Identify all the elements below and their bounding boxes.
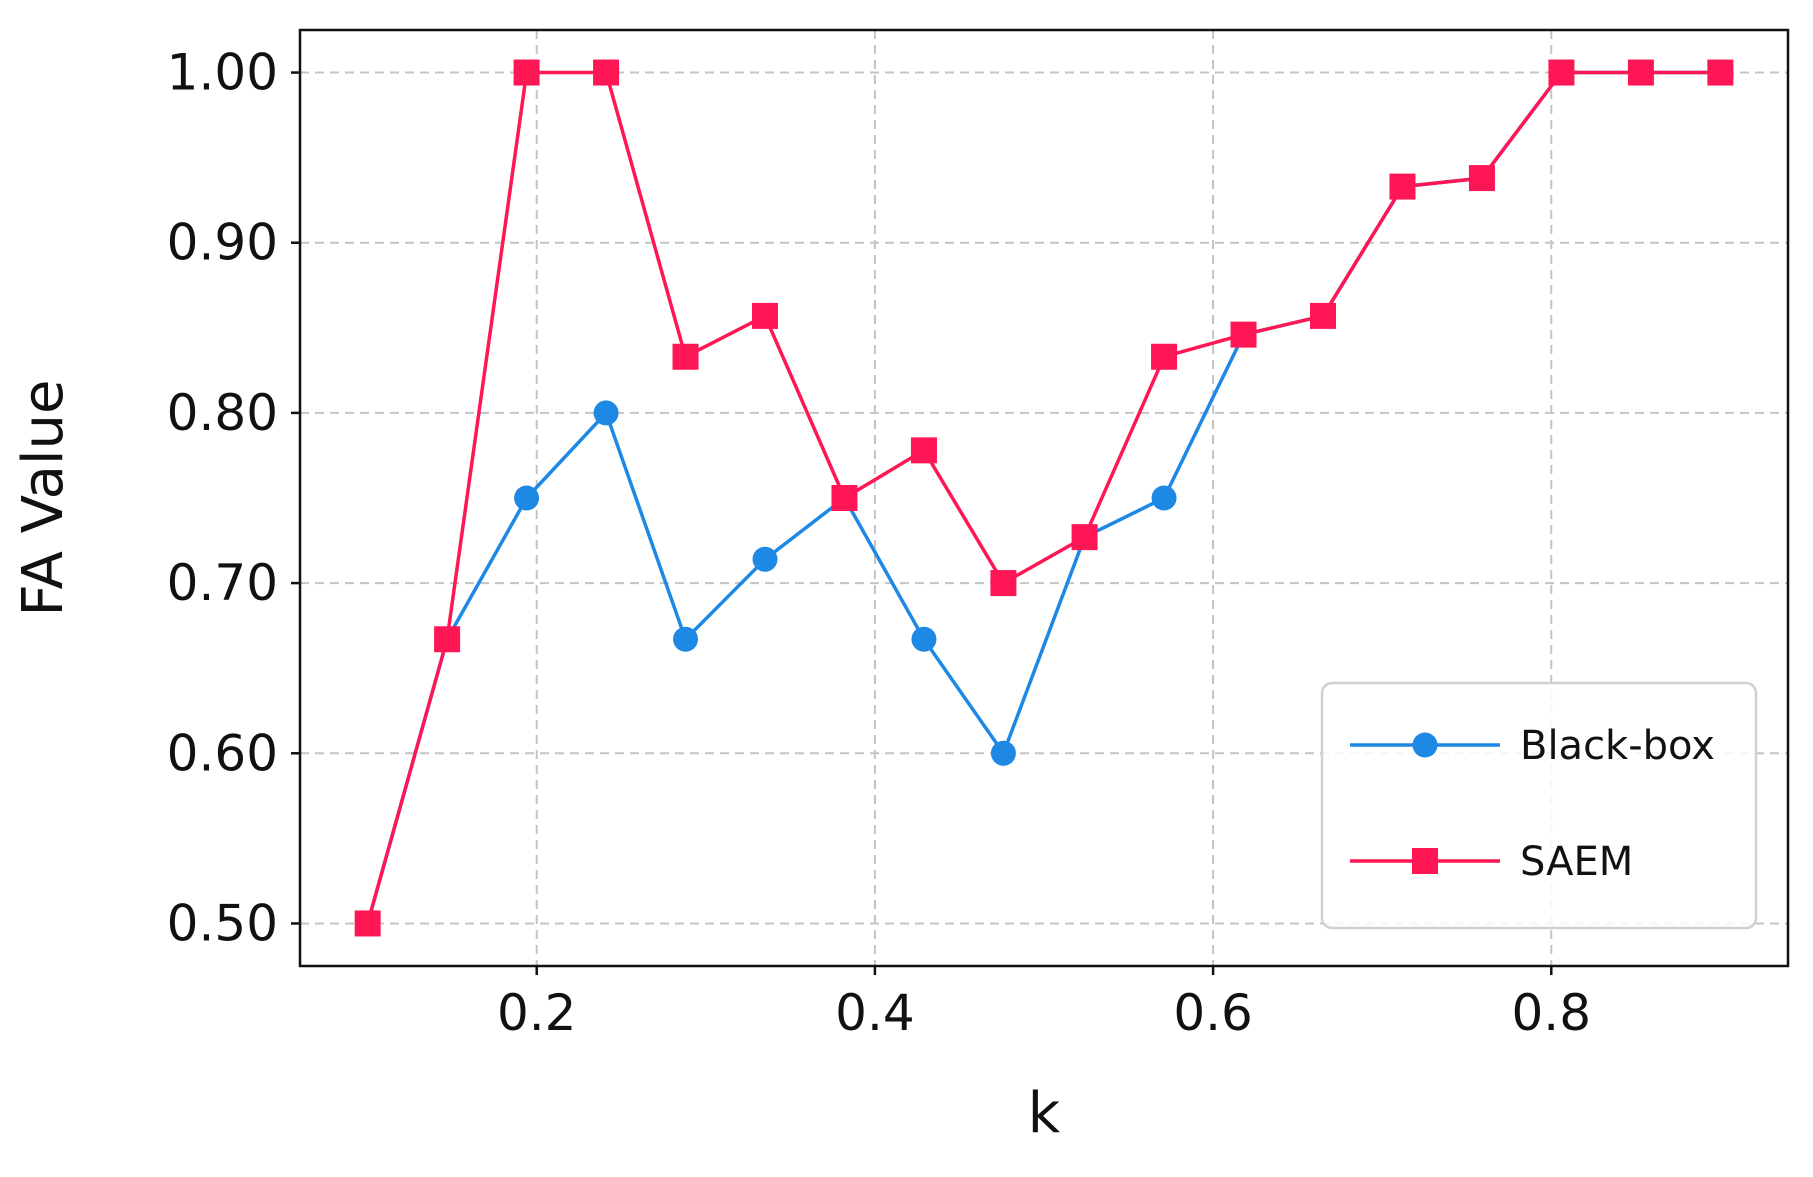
legend-box <box>1320 681 1758 930</box>
y-axis-title: FA Value <box>11 380 76 617</box>
legend-label: Black-box <box>1520 723 1715 769</box>
data-point-square <box>1548 59 1575 86</box>
plot-frame <box>298 28 1790 968</box>
data-point-square <box>354 910 381 937</box>
data-point-square <box>1389 173 1416 200</box>
series-line <box>365 70 1721 924</box>
y-tick-label: 0.50 <box>167 894 278 952</box>
legend-item: SAEM <box>1350 839 1633 885</box>
data-point-square <box>831 485 858 511</box>
x-tick-label: 0.2 <box>497 984 577 1042</box>
data-point-square <box>672 343 699 370</box>
data-point-square <box>1230 321 1257 348</box>
y-tick-label: 0.60 <box>167 724 278 782</box>
data-point-square <box>1151 343 1178 370</box>
data-point-square <box>752 302 778 329</box>
x-tick-label: 0.8 <box>1512 984 1592 1042</box>
data-point-square <box>990 570 1017 597</box>
data-point-square <box>593 59 620 86</box>
legend-marker-square <box>1412 848 1438 874</box>
legend-label: SAEM <box>1520 839 1633 885</box>
data-point-circle <box>911 626 937 652</box>
grid <box>300 30 1788 966</box>
data-point-square <box>1468 165 1495 192</box>
data-point-circle <box>673 626 699 652</box>
legend-marker-circle <box>1412 732 1438 758</box>
data-point-square <box>1310 302 1336 329</box>
x-axis-title: k <box>1028 1081 1061 1146</box>
data-point-square <box>910 437 937 464</box>
data-point-circle <box>1151 485 1177 511</box>
data-point-circle <box>990 740 1016 766</box>
data-point-square <box>513 59 540 86</box>
y-tick-label: 0.80 <box>167 384 278 442</box>
y-tick-label: 0.90 <box>167 214 278 272</box>
data-point-circle <box>593 400 619 426</box>
data-point-circle <box>514 485 540 511</box>
series-saem <box>354 59 1734 937</box>
x-tick-label: 0.4 <box>835 984 915 1042</box>
data-point-square <box>1627 59 1654 86</box>
ticks: 0.2 0.4 0.6 0.8 0.50 0.60 0.70 0.80 0.90 1.00 <box>167 44 1591 1042</box>
legend: Black-box SAEM <box>1320 681 1758 930</box>
data-point-square <box>1071 524 1098 551</box>
x-tick-label: 0.6 <box>1173 984 1253 1042</box>
y-tick-label: 0.70 <box>167 554 278 612</box>
data-point-square <box>434 626 461 653</box>
data-point-circle <box>752 546 778 572</box>
legend-item: Black-box <box>1350 723 1715 769</box>
data-point-square <box>1707 59 1734 86</box>
series-layer <box>354 59 1734 937</box>
y-tick-label: 1.00 <box>167 44 278 102</box>
